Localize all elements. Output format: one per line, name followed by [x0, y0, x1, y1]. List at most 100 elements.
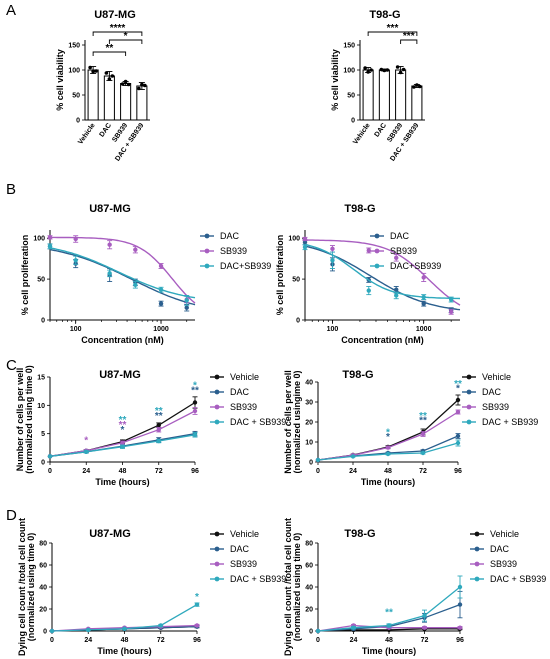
data-point — [394, 293, 399, 298]
legend-swatch-marker — [466, 374, 472, 380]
y-tick-label: 150 — [68, 43, 80, 50]
x-tick-label: 48 — [121, 637, 129, 644]
legend-entry: Vehicle — [230, 529, 259, 539]
significance-label: ** — [119, 420, 127, 431]
chart-D1: U87-MG 0 20 40 60 80 0 24 48 72 96 Time (hours) Dyin… — [17, 518, 286, 656]
data-point — [398, 70, 403, 75]
y-tick-label: 10 — [37, 403, 45, 410]
data-point — [158, 301, 164, 306]
data-point — [455, 433, 461, 439]
x-tick-label: 1000 — [153, 326, 169, 333]
legend: Vehicle DAC SB939 DAC + SB939 — [462, 372, 538, 427]
y-tick-label: 20 — [39, 607, 47, 614]
panel-letter-A: A — [6, 2, 16, 19]
data-point — [158, 263, 164, 269]
chart-title: U87-MG — [89, 528, 131, 540]
legend-swatch-marker — [214, 374, 220, 380]
y-tick-label: 0 — [43, 629, 47, 636]
x-axis-label: Time (hours) — [361, 477, 415, 487]
significance-label: ** — [454, 379, 462, 390]
bar — [120, 83, 132, 121]
data-point — [363, 66, 367, 70]
bar — [378, 69, 390, 121]
data-point — [457, 625, 463, 630]
x-tick-label: 24 — [82, 468, 90, 475]
x-axis-label: Time (hours) — [95, 477, 149, 487]
chart-C1: U87-MG 0 5 10 15 0 24 48 72 96 Time (hours) Number … — [15, 365, 286, 487]
chart-B1: U87-MG 0 50 100 100 1000 Concentration (nM) % c… — [20, 203, 271, 345]
chart-title: U87-MG — [99, 369, 141, 381]
legend-entry: DAC+SB939 — [390, 261, 441, 271]
data-point — [137, 86, 141, 91]
y-axis-label-2: (normalized usingime 0) — [292, 370, 302, 473]
data-point — [107, 271, 112, 276]
legend-swatch-marker — [474, 546, 480, 552]
chart-title: T98-G — [369, 9, 400, 21]
legend-swatch-marker — [214, 546, 220, 552]
significance-label: * — [386, 428, 390, 439]
y-axis-label: % cell viability — [330, 49, 340, 111]
legend-entry: DAC + SB939 — [490, 574, 546, 584]
y-tick-label: 20 — [305, 420, 313, 427]
legend-swatch-marker — [204, 263, 210, 269]
data-point — [156, 438, 161, 444]
data-point — [192, 400, 198, 405]
data-point — [350, 454, 356, 459]
y-tick-label: 40 — [305, 380, 313, 387]
x-tick-label: 100 — [70, 326, 82, 333]
legend-swatch-marker — [374, 263, 380, 269]
data-point — [94, 69, 98, 73]
legend-swatch-marker — [474, 576, 480, 582]
legend: Vehicle DAC SB939 DAC + SB939 — [210, 372, 286, 427]
y-axis-label: Dying cell count /total cell count — [17, 518, 27, 656]
legend-entry: Vehicle — [482, 372, 511, 382]
legend-entry: DAC + SB939 — [230, 574, 286, 584]
fit-curve — [304, 245, 461, 311]
x-tick-label: 48 — [384, 468, 392, 475]
y-tick-label: 0 — [309, 629, 313, 636]
x-tick-label: 72 — [155, 468, 163, 475]
legend-swatch-marker — [466, 419, 472, 425]
data-point — [421, 301, 426, 306]
data-point — [88, 65, 92, 70]
data-point — [47, 454, 53, 459]
data-point — [386, 623, 392, 628]
data-point — [366, 288, 371, 293]
chart-title: T98-G — [344, 528, 375, 540]
y-tick-label: 10 — [305, 440, 313, 447]
y-tick-label: 100 — [288, 236, 300, 243]
y-tick-label: 20 — [305, 607, 313, 614]
panel-letter-B: B — [6, 181, 16, 198]
legend-swatch-marker — [214, 531, 220, 537]
significance-label: ** — [155, 406, 163, 417]
y-tick-label: 5 — [41, 431, 45, 438]
data-point — [122, 626, 127, 631]
legend-swatch-marker — [214, 389, 220, 395]
legend-entry: SB939 — [230, 402, 257, 412]
chart-C2: T98-G 0 10 20 30 40 0 24 48 72 96 Time (hours) Numbe… — [283, 369, 538, 487]
data-point — [369, 68, 373, 72]
legend-swatch-marker — [214, 404, 220, 410]
data-point — [192, 408, 198, 414]
legend-swatch-marker — [466, 404, 472, 410]
significance-bracket — [400, 39, 418, 44]
y-tick-label: 30 — [305, 400, 313, 407]
y-tick-label: 0 — [41, 460, 45, 467]
significance-label: ** — [419, 411, 427, 422]
data-point — [120, 444, 125, 449]
data-point — [394, 255, 399, 261]
chart-title: T98-G — [342, 369, 373, 381]
y-axis-label: Dying cell count /total cell count — [283, 518, 293, 656]
bar — [103, 75, 115, 121]
x-tick-label: 24 — [84, 637, 92, 644]
data-point — [422, 613, 427, 618]
legend: DAC SB939 DAC+SB939 — [370, 231, 441, 271]
fit-curve — [304, 239, 461, 306]
data-point — [73, 236, 78, 242]
data-point — [158, 623, 163, 628]
data-point — [184, 298, 189, 303]
panel-letter-C: C — [6, 357, 17, 374]
significance-label: * — [386, 432, 390, 443]
x-tick-label: 72 — [421, 637, 429, 644]
significance-label: ** — [419, 415, 427, 426]
